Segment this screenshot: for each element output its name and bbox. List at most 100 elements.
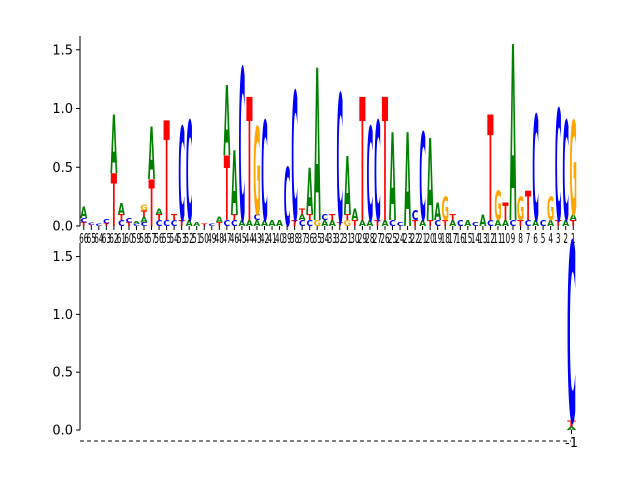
logo-letter-A: A <box>381 219 388 228</box>
logo-letter-A: A <box>464 219 471 228</box>
y-tick-label: 1.5 <box>52 43 73 58</box>
logo-letter-C: C <box>540 219 547 228</box>
logo-letter-C: C <box>389 219 396 228</box>
logo-letter-C: C <box>487 219 494 228</box>
y-tick-label: 1.5 <box>52 250 73 265</box>
x-tick-label: 15 <box>463 232 472 247</box>
logo-letter-C: C <box>472 221 479 227</box>
logo-letter-A: A <box>359 219 366 228</box>
logo-letter-G: G <box>140 204 147 213</box>
logo-letter-T: T <box>299 208 305 217</box>
logo-letter-A: A <box>110 99 117 193</box>
logo-letter-G: G <box>313 219 320 228</box>
logo-letter-A: A <box>509 0 516 278</box>
logo-letter-T: T <box>555 219 561 228</box>
x-tick-label: 20 <box>426 232 435 247</box>
x-tick-label: 50 <box>200 232 209 247</box>
logo-letter-T: T <box>329 214 335 223</box>
x-tick-label: 39 <box>282 232 291 247</box>
logo-letter-C: C <box>555 78 562 257</box>
logo-letter-A: A <box>502 219 509 228</box>
x-tick-label: 9 <box>511 232 516 247</box>
logo-letter-G: G <box>253 104 260 244</box>
y-tick-label: 0.5 <box>52 366 73 381</box>
logo-letter-C: C <box>412 209 419 224</box>
x-tick-label: 24 <box>395 232 404 247</box>
logo-letter-T: T <box>502 199 508 227</box>
logo-letter-A: A <box>570 214 577 223</box>
logo-letter-A: A <box>133 221 141 225</box>
x-tick-label: 58 <box>139 232 148 247</box>
logo-letter-T: T <box>201 223 208 227</box>
logo-letter-T: T <box>216 221 222 227</box>
logo-letter-C: C <box>178 100 185 251</box>
logo-letter-T: T <box>517 219 523 228</box>
y-tick-label: 0.5 <box>52 161 73 176</box>
logo-letter-C: C <box>532 87 539 255</box>
logo-letter-C: C <box>562 93 569 252</box>
x-tick-label: 1 <box>571 232 576 247</box>
x-tick-label: 29 <box>358 232 367 247</box>
x-tick-label: 5 <box>541 232 546 247</box>
logo-letter-A: A <box>238 219 245 228</box>
logo-letter-A: A <box>231 133 238 236</box>
x-tick-label: 21 <box>418 232 427 247</box>
logo-letter-C: C <box>567 193 576 478</box>
logo-letter-G: G <box>570 94 577 245</box>
logo-letter-C: C <box>88 222 95 226</box>
x-tick-label: 60 <box>124 232 133 247</box>
logo-letter-A: A <box>404 106 411 257</box>
x-tick-label: 44 <box>245 232 254 247</box>
x-tick-label: 33 <box>328 232 337 247</box>
logo-letter-A: A <box>532 219 539 228</box>
logo-letter-T: T <box>427 219 433 228</box>
x-tick-label: 18 <box>441 232 450 247</box>
x-tick-label: 4 <box>548 232 553 247</box>
logo-letter-T: T <box>359 65 365 261</box>
x-tick-label: 54 <box>170 232 179 247</box>
x-tick-label: 35 <box>313 232 322 247</box>
logo-letter-C: C <box>374 93 381 252</box>
logo-letter-C: C <box>118 219 125 228</box>
x-tick-label: 47 <box>222 232 231 247</box>
x-tick-label: 59 <box>132 232 141 247</box>
logo-letter-A: A <box>246 219 253 228</box>
logo-letter-C: C <box>224 219 231 228</box>
logo-letter-A: A <box>80 204 88 222</box>
logo-letter-A: A <box>366 219 373 228</box>
logo-letter-C: C <box>261 93 268 252</box>
logo-letter-T: T <box>292 219 298 228</box>
logo-letter-C: C <box>510 219 517 228</box>
x-tick-label: 7 <box>526 232 531 247</box>
logo-letter-A: A <box>321 219 328 228</box>
x-tick-label: 56 <box>154 232 163 247</box>
logo-letter-A: A <box>479 212 487 230</box>
x-tick-label: 62 <box>109 232 118 247</box>
logo-letter-A: A <box>261 219 268 228</box>
logo-letter-C: C <box>397 221 404 227</box>
logo-letter-A: A <box>314 27 321 270</box>
logo-letter-A: A <box>193 221 200 227</box>
logo-letter-A: A <box>269 219 276 228</box>
logo-letter-C: C <box>284 152 291 246</box>
logo-letter-C: C <box>457 219 464 228</box>
logo-letter-C: C <box>231 219 238 228</box>
logo-letter-T: T <box>450 214 456 223</box>
logo-letter-C: C <box>306 219 313 228</box>
x-tick-label: -1 <box>565 436 578 451</box>
x-tick-label: 55 <box>162 232 171 247</box>
logo-letter-C: C <box>299 219 306 228</box>
logo-letter-T: T <box>111 160 117 244</box>
logo-letter-A: A <box>156 208 163 217</box>
logo-letter-T: T <box>567 420 577 429</box>
logo-letter-C: C <box>141 221 148 227</box>
x-tick-label: 12 <box>486 232 495 247</box>
logo-letter-T: T <box>171 214 177 223</box>
logo-letter-T: T <box>103 223 110 227</box>
logo-letter-G: G <box>344 219 351 228</box>
logo-letter-C: C <box>126 217 133 224</box>
x-tick-label: 28 <box>365 232 374 247</box>
